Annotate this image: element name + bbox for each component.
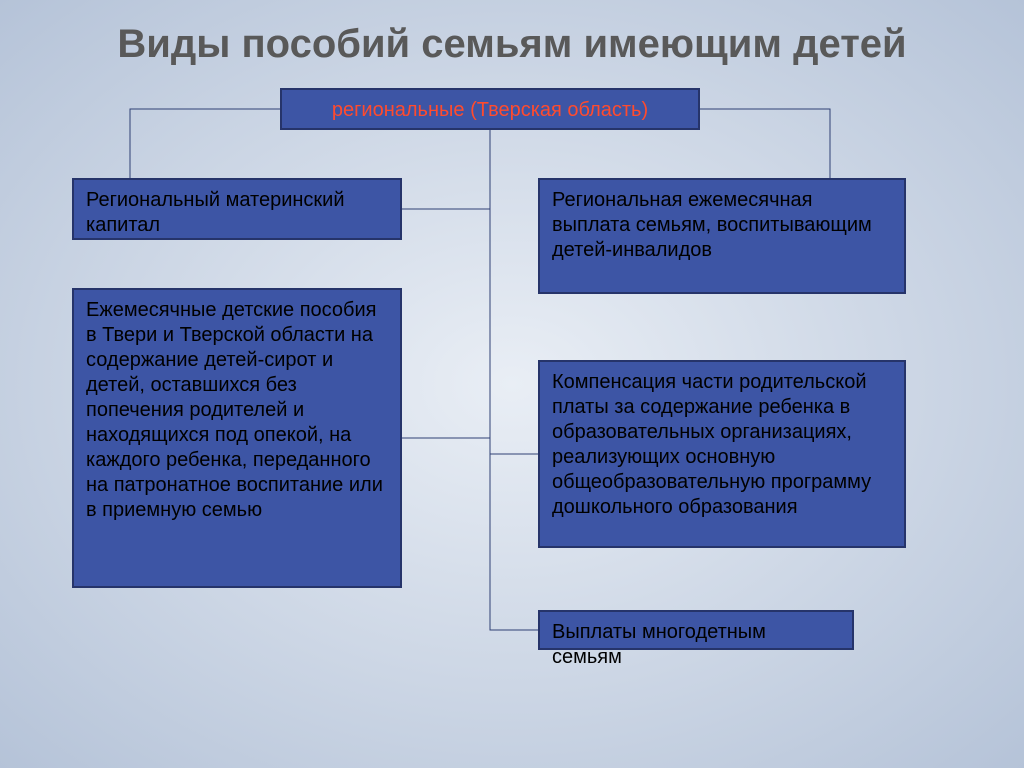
box-right3: Выплаты многодетным семьям xyxy=(538,610,854,650)
box-left1-label: Региональный материнский капитал xyxy=(86,188,388,238)
box-left2-label: Ежемесячные детские пособия в Твери и Тв… xyxy=(86,298,388,523)
connector-3 xyxy=(402,209,490,438)
box-right1: Региональная ежемесячная выплата семьям,… xyxy=(538,178,906,294)
box-left1: Региональный материнский капитал xyxy=(72,178,402,240)
connector-4 xyxy=(490,438,538,454)
connector-5 xyxy=(490,454,538,630)
box-root: региональные (Тверская область) xyxy=(280,88,700,130)
box-right2: Компенсация части родительской платы за … xyxy=(538,360,906,548)
page-title: Виды пособий семьям имеющим детей xyxy=(0,22,1024,67)
box-right2-label: Компенсация части родительской платы за … xyxy=(552,370,892,520)
box-right1-label: Региональная ежемесячная выплата семьям,… xyxy=(552,188,892,263)
box-left2: Ежемесячные детские пособия в Твери и Тв… xyxy=(72,288,402,588)
connector-2 xyxy=(402,130,490,209)
box-right3-label: Выплаты многодетным семьям xyxy=(552,620,840,670)
connector-1 xyxy=(700,109,830,178)
box-root-label: региональные (Тверская область) xyxy=(332,98,648,123)
connector-0 xyxy=(130,109,280,178)
